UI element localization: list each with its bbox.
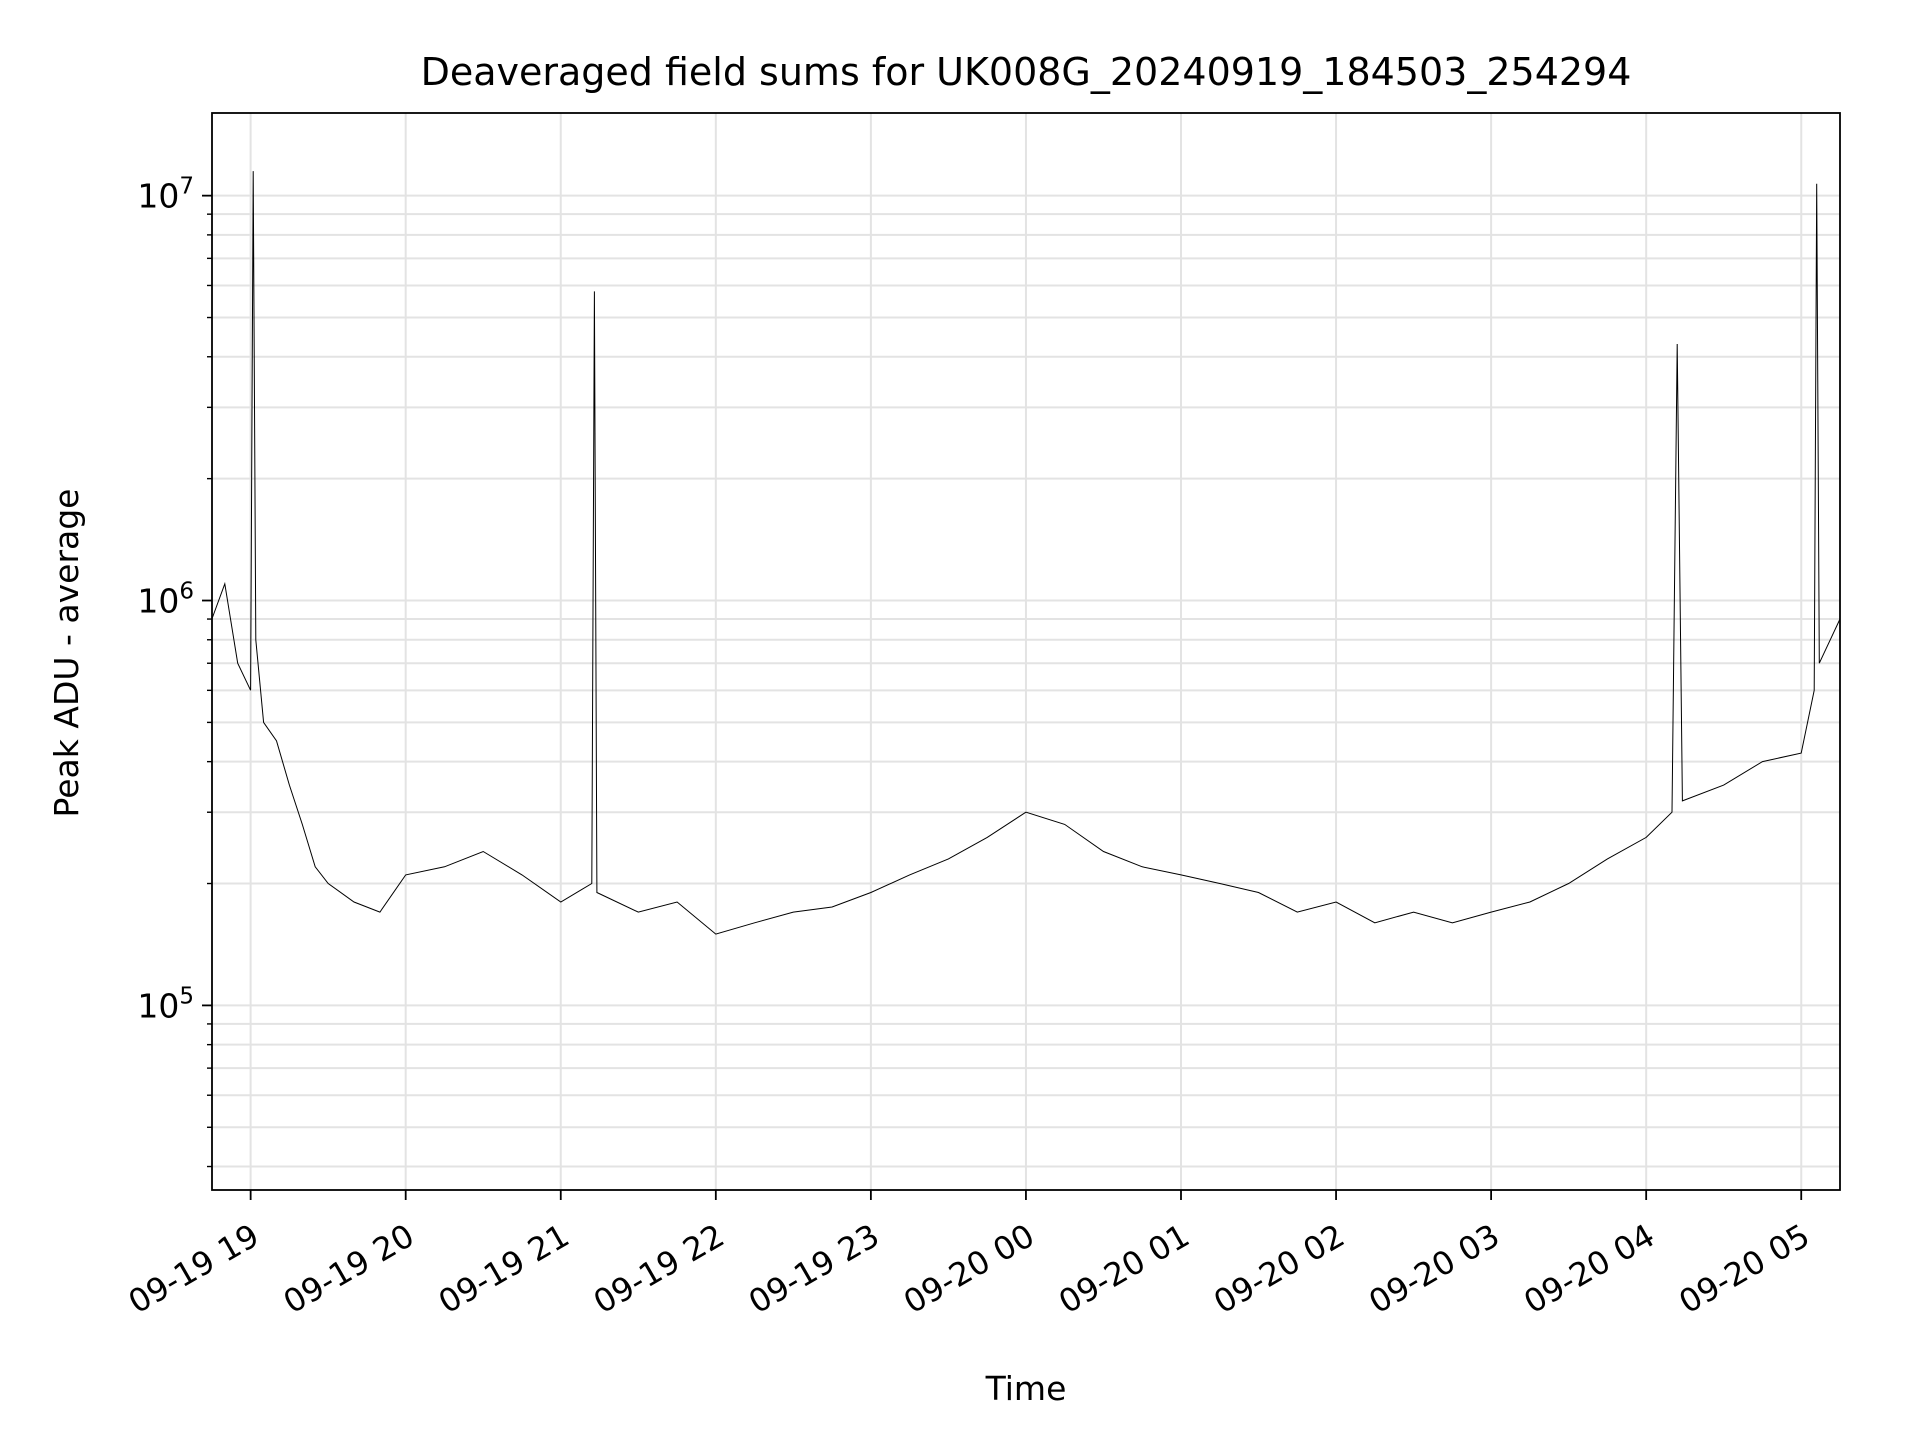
y-tick-label: 105 (137, 983, 194, 1025)
y-tick-label: 107 (137, 174, 194, 216)
y-axis-label: Peak ADU - average (47, 489, 86, 818)
chart-title: Deaveraged field sums for UK008G_2024091… (421, 50, 1632, 94)
x-axis-label: Time (985, 1369, 1067, 1408)
y-axis: 105 106 107 (137, 174, 212, 1025)
series-line (211, 171, 1841, 935)
minor-gridlines (207, 213, 1840, 1168)
y-tick-label: 106 (137, 579, 194, 621)
